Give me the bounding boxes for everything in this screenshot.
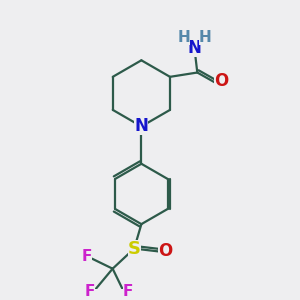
Text: H: H xyxy=(199,30,212,45)
Text: O: O xyxy=(158,242,172,260)
Text: F: F xyxy=(85,284,95,299)
Text: H: H xyxy=(177,30,190,45)
Text: O: O xyxy=(214,72,229,90)
Text: S: S xyxy=(128,240,141,258)
Text: F: F xyxy=(82,249,92,264)
Text: N: N xyxy=(188,39,201,57)
Text: N: N xyxy=(134,117,148,135)
Text: F: F xyxy=(123,284,133,299)
